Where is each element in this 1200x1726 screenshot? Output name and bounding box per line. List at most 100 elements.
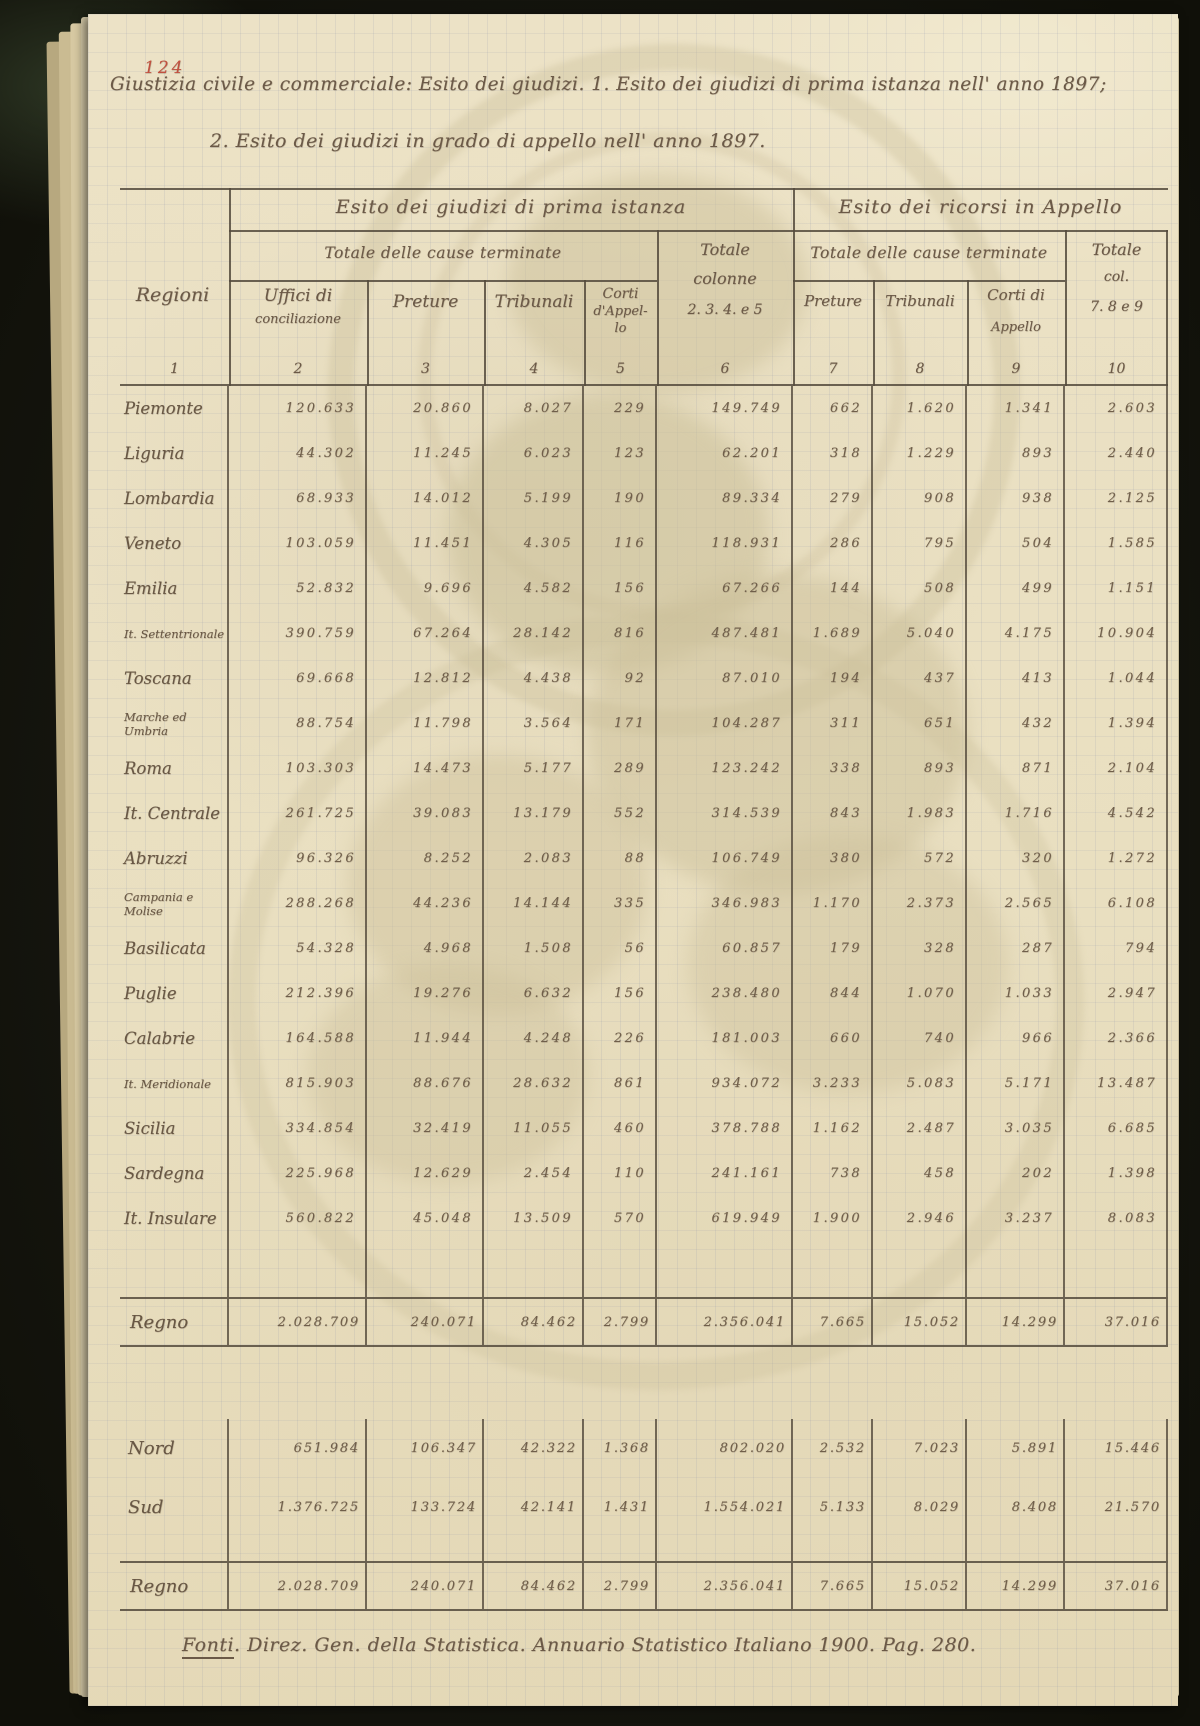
table-cell: 2.946 [873,1196,967,1241]
table-cell: 1.900 [793,1196,873,1241]
table-cell: 287 [967,926,1065,971]
table-cell: 334.854 [229,1106,367,1151]
rule [793,188,795,386]
table-cell: 1.376.725 [229,1478,367,1537]
table-row: Sicilia 334.854 32.419 11.055 460 378.788 1.16… [120,1106,1168,1151]
watermark-flourish [588,574,968,894]
table-cell: 226 [584,1016,657,1061]
table-row: Veneto 103.059 11.451 4.305 116 118.931 286 795… [120,521,1168,566]
table-cell: 893 [873,746,967,791]
table-cell: 11.798 [367,701,484,746]
table-cell: 662 [793,386,873,431]
column-numbers-row: 1 2 3 4 5 6 7 8 9 10 [170,361,1126,377]
table-cell: 32.419 [367,1106,484,1151]
table-cell: 194 [793,656,873,701]
table-cell: 5.177 [484,746,584,791]
table-cell: 149.749 [657,386,793,431]
table-cell: 202 [967,1151,1065,1196]
table-cell: 1.070 [873,971,967,1016]
table-cell: 123 [584,431,657,476]
table-row: Sud 1.376.725 133.724 42.141 1.431 1.554.021 5… [120,1478,1168,1537]
table-cell: 815.903 [229,1061,367,1106]
table-cell: 20.860 [367,386,484,431]
table-cell: 44.302 [229,431,367,476]
table-cell: 2.028.709 [229,1563,367,1609]
table-cell: 88 [584,836,657,881]
table-cell: 37.016 [1065,1299,1168,1345]
row-label: Regno [120,1299,229,1345]
rule [229,280,657,282]
table-cell: 2.356.041 [657,1563,793,1609]
table-cell: 88.676 [367,1061,484,1106]
table-cell: 10.904 [1065,611,1168,656]
table-cell: 4.438 [484,656,584,701]
table-cell: 1.983 [873,791,967,836]
row-label: Campania e Molise [120,881,229,926]
table-cell: 3.233 [793,1061,873,1106]
rule [484,280,486,386]
table-cell: 116 [584,521,657,566]
row-label: Sicilia [120,1106,229,1151]
col-header-corti-di-appello: Corti di Appello [987,286,1045,335]
col-header-tribunali: Tribunali [494,292,574,312]
table-cell: 164.588 [229,1016,367,1061]
table-cell: 311 [793,701,873,746]
table-cell: 660 [793,1016,873,1061]
col-header-totale-col: Totale col. 7. 8 e 9 [1090,240,1143,315]
table-cell: 318 [793,431,873,476]
table-cell: 2.366 [1065,1016,1168,1061]
row-label: Lombardia [120,476,229,521]
table-cell: 320 [967,836,1065,881]
source-note-text: . Direz. Gen. della Statistica. Annuario… [234,1634,977,1656]
table-cell: 11.451 [367,521,484,566]
table-row: Piemonte 120.633 20.860 8.027 229 149.749 662 1… [120,386,1168,431]
row-label: Sud [120,1478,229,1537]
col-header-corti-appello: Corti d'Appel- lo [593,286,648,336]
source-note-label: Fonti [182,1634,235,1659]
table-row: It. Settentrionale 390.759 67.264 28.142 816… [120,611,1168,656]
table-cell: 279 [793,476,873,521]
table-cell: 13.509 [484,1196,584,1241]
rule [657,230,659,386]
table-cell: 314.539 [657,791,793,836]
table-cell: 413 [967,656,1065,701]
table-cell: 14.299 [967,1299,1065,1345]
table-cell: 87.010 [657,656,793,701]
table-cell: 1.620 [873,386,967,431]
row-label: It. Settentrionale [120,611,229,656]
table-cell: 118.931 [657,521,793,566]
rule [793,280,1065,282]
row-label: Veneto [120,521,229,566]
table-cell: 6.632 [484,971,584,1016]
table-cell: 52.832 [229,566,367,611]
table-cell: 7.023 [873,1419,967,1478]
watermark-flourish [348,754,648,1014]
table-cell: 432 [967,701,1065,746]
table-cell: 5.171 [967,1061,1065,1106]
table-row: Basilicata 54.328 4.968 1.508 56 60.857 179 328… [120,926,1168,971]
table-cell: 6.685 [1065,1106,1168,1151]
row-label: It. Centrale [120,791,229,836]
table-cell: 1.162 [793,1106,873,1151]
row-label: Toscana [120,656,229,701]
table-cell: 1.170 [793,881,873,926]
table-cell: 289 [584,746,657,791]
table-cell: 67.264 [367,611,484,656]
table-cell: 171 [584,701,657,746]
table-cell: 1.585 [1065,521,1168,566]
table-cell: 4.542 [1065,791,1168,836]
table-cell: 380 [793,836,873,881]
table-cell: 378.788 [657,1106,793,1151]
row-label: Piemonte [120,386,229,431]
table-cell: 12.629 [367,1151,484,1196]
col-header-regioni: Regioni [135,284,210,306]
table-row: Regno 2.028.709 240.071 84.462 2.799 2.356.04… [120,1297,1168,1347]
table-cell: 570 [584,1196,657,1241]
rule [229,188,231,386]
table-cell: 1.229 [873,431,967,476]
table-cell: 5.891 [967,1419,1065,1478]
table-cell: 2.356.041 [657,1299,793,1345]
table-cell: 42.141 [484,1478,584,1537]
table-cell: 816 [584,611,657,656]
table-cell: 2.083 [484,836,584,881]
